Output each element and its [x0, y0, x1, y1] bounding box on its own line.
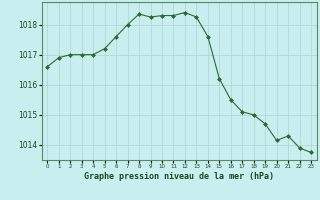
X-axis label: Graphe pression niveau de la mer (hPa): Graphe pression niveau de la mer (hPa)	[84, 172, 274, 181]
